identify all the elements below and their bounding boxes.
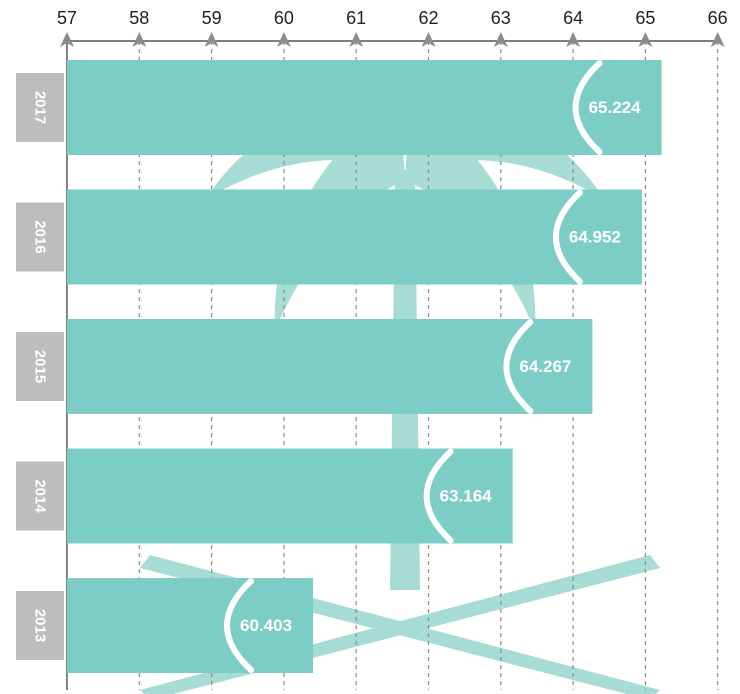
year-box-2015 xyxy=(16,332,64,401)
value-arc-2015 xyxy=(503,319,534,414)
tick-marker-58 xyxy=(132,32,147,47)
data-label-2017: 65.224 xyxy=(589,98,642,117)
data-label-2015: 64.267 xyxy=(519,357,571,376)
tick-marker-65 xyxy=(638,32,653,47)
tick-marker-64 xyxy=(566,32,581,47)
value-arc-2017 xyxy=(572,60,603,155)
year-box-2017 xyxy=(16,73,64,142)
data-label-2016: 64.952 xyxy=(569,228,621,247)
bar-2013 xyxy=(67,578,314,673)
bar-2017 xyxy=(67,60,662,155)
tick-marker-62 xyxy=(421,32,436,47)
tick-marker-61 xyxy=(349,32,364,47)
year-box-2014 xyxy=(16,461,64,531)
x-tick-label-66: 66 xyxy=(708,8,728,28)
x-tick-label-60: 60 xyxy=(274,8,294,28)
category-label-2015: 2015 xyxy=(32,350,49,383)
data-label-2014: 63.164 xyxy=(440,487,493,506)
x-tick-label-64: 64 xyxy=(563,8,583,28)
x-tick-label-63: 63 xyxy=(491,8,511,28)
tick-marker-60 xyxy=(276,32,291,47)
value-arc-2013 xyxy=(224,578,255,673)
data-label-2013: 60.403 xyxy=(240,616,292,635)
year-box-2016 xyxy=(16,202,64,272)
x-tick-label-59: 59 xyxy=(202,8,222,28)
tick-marker-57 xyxy=(60,32,74,47)
category-label-2016: 2016 xyxy=(32,220,49,253)
category-label-2017: 2017 xyxy=(32,91,49,124)
tick-marker-66 xyxy=(710,32,725,47)
value-arc-2016 xyxy=(553,189,583,285)
category-label-2014: 2014 xyxy=(32,479,49,513)
x-tick-label-61: 61 xyxy=(346,8,366,28)
x-tick-label-57: 57 xyxy=(57,8,77,28)
year-box-2013 xyxy=(16,591,64,660)
value-arc-2014 xyxy=(423,448,454,544)
category-label-2013: 2013 xyxy=(32,609,49,642)
tick-marker-59 xyxy=(204,32,219,47)
tick-marker-63 xyxy=(493,32,508,47)
bar-2016 xyxy=(67,189,642,285)
bar-2015 xyxy=(67,319,593,414)
x-tick-label-65: 65 xyxy=(635,8,655,28)
x-tick-label-62: 62 xyxy=(418,8,438,28)
x-tick-label-58: 58 xyxy=(129,8,149,28)
